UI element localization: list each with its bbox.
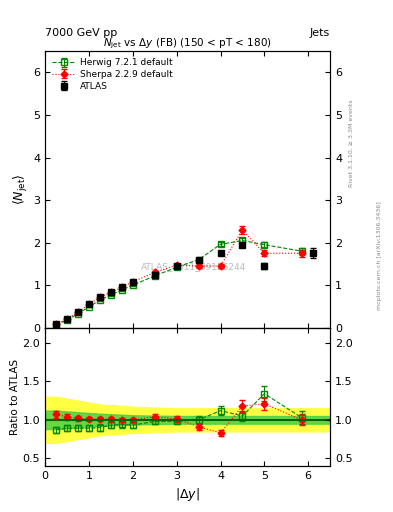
Text: ATLAS_2011_S9126244: ATLAS_2011_S9126244 [141,262,246,271]
Y-axis label: $\langle N_\mathrm{jet}\rangle$: $\langle N_\mathrm{jet}\rangle$ [13,174,30,205]
Y-axis label: Ratio to ATLAS: Ratio to ATLAS [10,359,20,435]
Title: $N_\mathrm{jet}$ vs $\Delta y$ (FB) (150 < pT < 180): $N_\mathrm{jet}$ vs $\Delta y$ (FB) (150… [103,37,272,51]
Text: Jets: Jets [310,28,330,38]
Legend: Herwig 7.2.1 default, Sherpa 2.2.9 default, ATLAS: Herwig 7.2.1 default, Sherpa 2.2.9 defau… [50,56,175,94]
Text: 7000 GeV pp: 7000 GeV pp [45,28,118,38]
X-axis label: $|\Delta y|$: $|\Delta y|$ [175,486,200,503]
Text: Rivet 3.1.10, ≥ 3.3M events: Rivet 3.1.10, ≥ 3.3M events [349,99,354,187]
Text: mcplots.cern.ch [arXiv:1306.3436]: mcplots.cern.ch [arXiv:1306.3436] [377,202,382,310]
